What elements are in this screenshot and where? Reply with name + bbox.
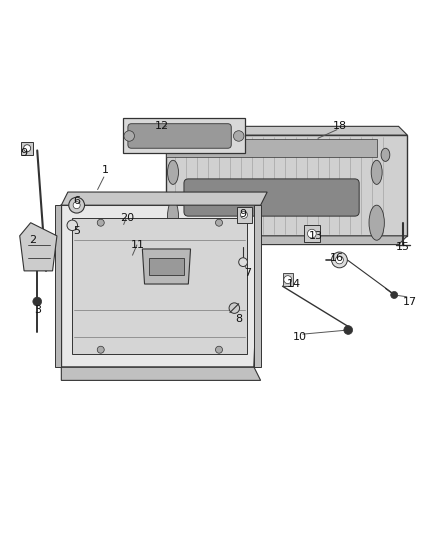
Text: 12: 12 bbox=[155, 122, 169, 131]
Circle shape bbox=[233, 131, 244, 141]
Text: 17: 17 bbox=[403, 296, 417, 306]
FancyBboxPatch shape bbox=[184, 179, 359, 216]
Polygon shape bbox=[61, 192, 267, 205]
Ellipse shape bbox=[369, 205, 385, 240]
Circle shape bbox=[97, 219, 104, 226]
Text: 10: 10 bbox=[293, 332, 307, 342]
Text: 20: 20 bbox=[120, 213, 134, 223]
Circle shape bbox=[67, 220, 78, 231]
Text: 13: 13 bbox=[308, 231, 322, 241]
Text: 18: 18 bbox=[332, 122, 346, 131]
Text: 6: 6 bbox=[73, 196, 80, 206]
Polygon shape bbox=[21, 142, 33, 155]
Circle shape bbox=[97, 346, 104, 353]
Polygon shape bbox=[158, 126, 407, 135]
Text: 2: 2 bbox=[29, 235, 36, 245]
Circle shape bbox=[24, 145, 31, 152]
Circle shape bbox=[344, 326, 353, 334]
Circle shape bbox=[332, 252, 347, 268]
Polygon shape bbox=[158, 236, 407, 245]
Ellipse shape bbox=[371, 160, 382, 184]
Text: 14: 14 bbox=[286, 279, 300, 289]
Text: 8: 8 bbox=[235, 314, 242, 324]
Polygon shape bbox=[149, 258, 184, 275]
Text: 1: 1 bbox=[102, 165, 109, 175]
Circle shape bbox=[240, 211, 247, 219]
Polygon shape bbox=[72, 219, 247, 354]
Circle shape bbox=[239, 258, 247, 266]
Circle shape bbox=[69, 197, 85, 213]
Circle shape bbox=[33, 297, 42, 306]
Text: 9: 9 bbox=[21, 148, 28, 158]
Circle shape bbox=[124, 131, 134, 141]
Circle shape bbox=[215, 219, 223, 226]
Circle shape bbox=[307, 229, 316, 238]
Polygon shape bbox=[20, 223, 57, 271]
Text: 9: 9 bbox=[240, 209, 247, 219]
Polygon shape bbox=[123, 118, 245, 152]
Ellipse shape bbox=[168, 160, 179, 184]
Polygon shape bbox=[142, 249, 191, 284]
Circle shape bbox=[229, 303, 240, 313]
Circle shape bbox=[73, 201, 80, 209]
Polygon shape bbox=[254, 205, 261, 367]
Polygon shape bbox=[166, 140, 377, 157]
Polygon shape bbox=[304, 225, 320, 243]
Polygon shape bbox=[237, 207, 252, 223]
Circle shape bbox=[336, 256, 343, 264]
Circle shape bbox=[215, 346, 223, 353]
Circle shape bbox=[284, 276, 292, 284]
Circle shape bbox=[391, 292, 398, 298]
Polygon shape bbox=[61, 205, 261, 367]
Text: 11: 11 bbox=[131, 240, 145, 249]
FancyBboxPatch shape bbox=[128, 124, 231, 148]
Text: 5: 5 bbox=[73, 227, 80, 237]
Ellipse shape bbox=[168, 201, 179, 231]
Text: 7: 7 bbox=[244, 268, 251, 278]
Text: 16: 16 bbox=[330, 253, 344, 263]
Polygon shape bbox=[283, 273, 293, 286]
Polygon shape bbox=[61, 367, 261, 381]
Polygon shape bbox=[55, 205, 61, 367]
Text: 15: 15 bbox=[396, 242, 410, 252]
Polygon shape bbox=[166, 135, 407, 236]
Ellipse shape bbox=[381, 148, 390, 161]
Text: 3: 3 bbox=[34, 305, 41, 316]
